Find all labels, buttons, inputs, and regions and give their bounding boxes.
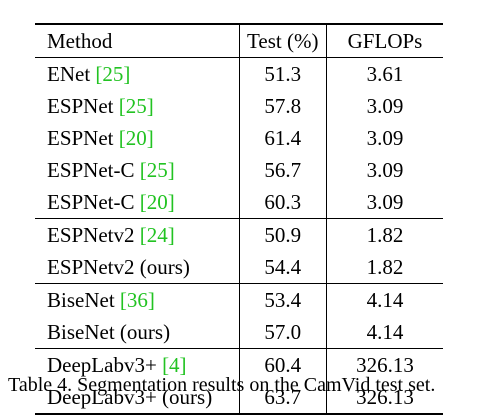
cell-gflops: 326.13 xyxy=(326,381,443,415)
method-name: BiseNet xyxy=(47,287,115,312)
table-caption: Table 4. Segmentation results on the Cam… xyxy=(8,374,436,396)
table-row: DeepLabv3+ [4] 60.4 326.13 xyxy=(35,348,443,381)
citation-link[interactable]: [24] xyxy=(139,222,175,247)
header-test: Test (%) xyxy=(239,24,327,58)
table-row: ESPNetv2 [24] 50.9 1.82 xyxy=(35,218,443,251)
method-name: ENet xyxy=(47,61,91,86)
method-name: ESPNetv2 xyxy=(47,222,135,247)
cell-gflops: 1.82 xyxy=(366,254,404,279)
cell-test: 57.8 xyxy=(239,90,327,122)
table-row: ESPNet-C [20] 60.3 3.09 xyxy=(35,186,443,219)
cell-method: ESPNetv2 [24] xyxy=(35,218,240,251)
header-method: Method xyxy=(35,24,240,58)
cell-gflops: 4.14 xyxy=(326,283,443,316)
table-row: DeepLabv3+ (ours) 63.7 326.13 xyxy=(35,381,443,415)
citation-link[interactable]: [4] xyxy=(162,352,187,377)
cell-test: 57.0 xyxy=(239,316,327,349)
cell-method: DeepLabv3+ (ours) xyxy=(35,381,240,415)
cell-gflops: 3.61 xyxy=(366,61,404,86)
citation-link[interactable]: [25] xyxy=(118,93,154,118)
table-row: BiseNet (ours) 57.0 4.14 xyxy=(35,316,443,349)
citation-link[interactable]: [36] xyxy=(119,287,155,312)
method-name: ESPNetv2 (ours) xyxy=(47,254,190,279)
method-name: ESPNet xyxy=(47,93,114,118)
cell-test: 56.7 xyxy=(239,154,327,186)
citation-link[interactable]: [25] xyxy=(139,157,175,182)
cell-test: 63.7 xyxy=(239,381,327,415)
citation-link[interactable]: [20] xyxy=(118,125,154,150)
cell-test: 54.4 xyxy=(239,251,327,284)
cell-gflops: 3.09 xyxy=(366,125,404,150)
cell-method: BiseNet [36] xyxy=(35,283,240,316)
citation-link[interactable]: [20] xyxy=(139,189,175,214)
cell-test: 61.4 xyxy=(239,122,327,154)
table-row: ESPNet [25] 57.8 3.09 xyxy=(35,90,443,122)
method-name: ESPNet-C xyxy=(47,157,135,182)
cell-method: BiseNet (ours) xyxy=(35,316,240,349)
header-gflops: GFLOPs xyxy=(347,28,423,53)
cell-gflops: 1.82 xyxy=(326,218,443,251)
method-name: ESPNet xyxy=(47,125,114,150)
cell-method: ESPNet-C [25] xyxy=(35,154,240,186)
cell-test: 60.3 xyxy=(239,186,327,219)
table-row: ENet [25] 51.3 3.61 xyxy=(35,57,443,90)
citation-link[interactable]: [25] xyxy=(95,61,131,86)
cell-gflops: 3.09 xyxy=(366,189,404,214)
cell-method: ESPNetv2 (ours) xyxy=(35,251,240,284)
table-header-row: Method Test (%) GFLOPs xyxy=(35,24,443,58)
cell-method: ESPNet-C [20] xyxy=(35,186,240,219)
table-row: ESPNet-C [25] 56.7 3.09 xyxy=(35,154,443,186)
method-name: BiseNet (ours) xyxy=(47,319,171,344)
cell-method: ESPNet [20] xyxy=(35,122,240,154)
cell-method: ENet [25] xyxy=(35,57,240,90)
method-name: ESPNet-C xyxy=(47,189,135,214)
table-row: ESPNetv2 (ours) 54.4 1.82 xyxy=(35,251,443,284)
cell-test: 51.3 xyxy=(239,57,327,90)
cell-test: 60.4 xyxy=(239,348,327,381)
cell-gflops: 3.09 xyxy=(366,93,404,118)
cell-gflops: 326.13 xyxy=(326,348,443,381)
table-row: BiseNet [36] 53.4 4.14 xyxy=(35,283,443,316)
method-name: DeepLabv3+ (ours) xyxy=(47,384,213,409)
cell-test: 53.4 xyxy=(239,283,327,316)
cell-test: 50.9 xyxy=(239,218,327,251)
table-body: ENet [25] 51.3 3.61 ESPNet [25] 57.8 3.09 ESPN… xyxy=(35,57,443,415)
cell-gflops: 3.09 xyxy=(366,157,404,182)
cell-gflops: 4.14 xyxy=(366,319,404,344)
method-name: DeepLabv3+ xyxy=(47,352,157,377)
cell-method: ESPNet [25] xyxy=(35,90,240,122)
cell-method: DeepLabv3+ [4] xyxy=(35,348,240,381)
results-table: Method Test (%) GFLOPs ENet [25] 51.3 3.61… xyxy=(35,23,443,415)
table-row: ESPNet [20] 61.4 3.09 xyxy=(35,122,443,154)
